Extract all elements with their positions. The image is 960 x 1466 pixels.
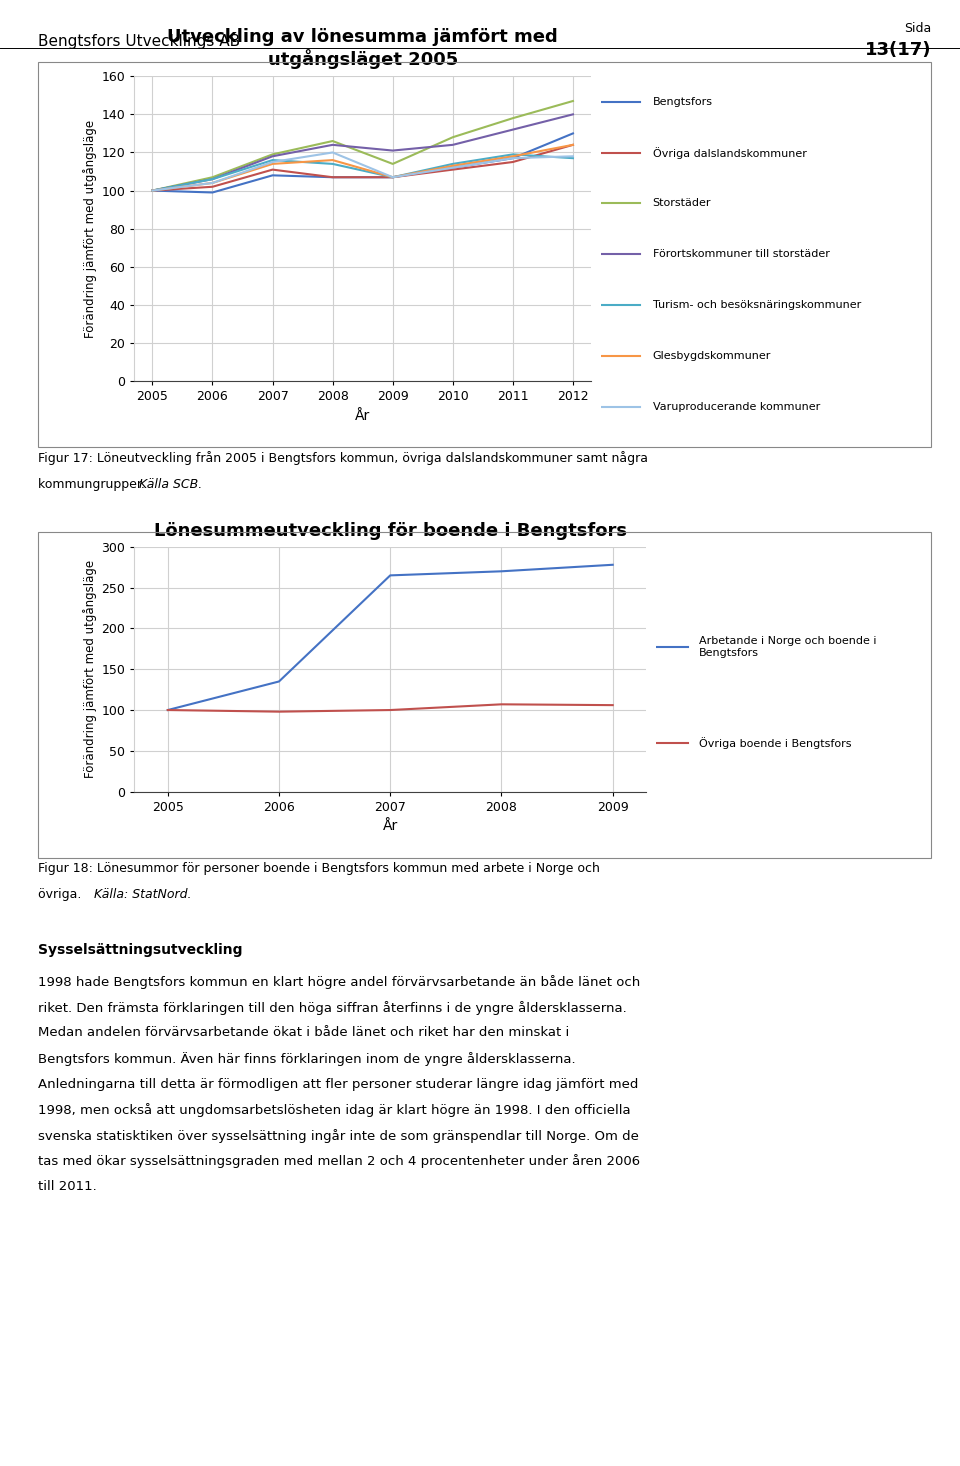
- Text: 1998, men också att ungdomsarbetslösheten idag är klart högre än 1998. I den off: 1998, men också att ungdomsarbetslöshete…: [38, 1104, 631, 1117]
- Title: Utveckling av lönesumma jämfört med
utgångsläget 2005: Utveckling av lönesumma jämfört med utgå…: [167, 28, 558, 69]
- Text: riket. Den främsta förklaringen till den höga siffran återfinns i de yngre ålder: riket. Den främsta förklaringen till den…: [38, 1001, 627, 1014]
- Text: Övriga dalslandskommuner: Övriga dalslandskommuner: [653, 147, 806, 158]
- Text: Sida: Sida: [904, 22, 931, 35]
- Y-axis label: Förändring jämfört med utgångsläge: Förändring jämfört med utgångsläge: [84, 560, 97, 778]
- Text: Anledningarna till detta är förmodligen att fler personer studerar längre idag j: Anledningarna till detta är förmodligen …: [38, 1078, 638, 1091]
- Text: övriga.: övriga.: [38, 888, 85, 902]
- Text: Arbetande i Norge och boende i
Bengtsfors: Arbetande i Norge och boende i Bengtsfor…: [699, 636, 876, 658]
- Text: Sysselsättningsutveckling: Sysselsättningsutveckling: [38, 943, 243, 957]
- Text: Storstäder: Storstäder: [653, 198, 711, 208]
- Text: Varuproducerande kommuner: Varuproducerande kommuner: [653, 402, 820, 412]
- Text: Bengtsfors: Bengtsfors: [653, 97, 712, 107]
- Text: Övriga boende i Bengtsfors: Övriga boende i Bengtsfors: [699, 736, 852, 749]
- Text: till 2011.: till 2011.: [38, 1180, 97, 1193]
- Text: Figur 17: Löneutveckling från 2005 i Bengtsfors kommun, övriga dalslandskommuner: Figur 17: Löneutveckling från 2005 i Ben…: [38, 452, 648, 466]
- Text: tas med ökar sysselsättningsgraden med mellan 2 och 4 procentenheter under åren : tas med ökar sysselsättningsgraden med m…: [38, 1155, 640, 1168]
- Text: 13(17): 13(17): [865, 41, 931, 59]
- Y-axis label: Förändring jämfört med utgångsläge: Förändring jämfört med utgångsläge: [84, 120, 97, 337]
- Text: Källa: StatNord.: Källa: StatNord.: [94, 888, 192, 902]
- Text: Glesbygdskommuner: Glesbygdskommuner: [653, 352, 771, 361]
- Text: Bengtsfors Utvecklings AB: Bengtsfors Utvecklings AB: [38, 34, 241, 48]
- X-axis label: År: År: [355, 409, 371, 422]
- Text: svenska statisktiken över sysselsättning ingår inte de som gränspendlar till Nor: svenska statisktiken över sysselsättning…: [38, 1129, 639, 1143]
- Text: kommungrupper.: kommungrupper.: [38, 478, 149, 491]
- Text: Turism- och besöksnäringskommuner: Turism- och besöksnäringskommuner: [653, 301, 861, 311]
- Text: 1998 hade Bengtsfors kommun en klart högre andel förvärvsarbetande än både länet: 1998 hade Bengtsfors kommun en klart hög…: [38, 975, 640, 990]
- Text: Figur 18: Lönesummor för personer boende i Bengtsfors kommun med arbete i Norge : Figur 18: Lönesummor för personer boende…: [38, 862, 600, 875]
- Text: Förortskommuner till storstäder: Förortskommuner till storstäder: [653, 249, 829, 259]
- Title: Lönesummeutveckling för boende i Bengtsfors: Lönesummeutveckling för boende i Bengtsf…: [154, 522, 627, 539]
- Text: Källa SCB.: Källa SCB.: [139, 478, 203, 491]
- Text: Bengtsfors kommun. Även här finns förklaringen inom de yngre åldersklasserna.: Bengtsfors kommun. Även här finns förkla…: [38, 1053, 576, 1066]
- Text: Medan andelen förvärvsarbetande ökat i både länet och riket har den minskat i: Medan andelen förvärvsarbetande ökat i b…: [38, 1026, 569, 1039]
- X-axis label: År: År: [383, 819, 397, 833]
